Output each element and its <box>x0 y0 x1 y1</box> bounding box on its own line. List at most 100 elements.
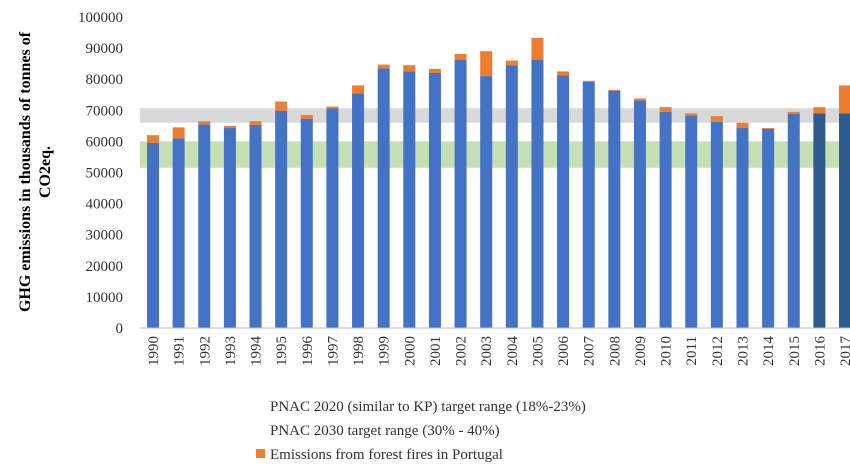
x-tick-label: 2008 <box>607 336 623 366</box>
bar-segment <box>557 75 570 328</box>
x-tick-label: 2000 <box>402 336 418 366</box>
bar-segment <box>352 85 365 94</box>
bar-segment <box>428 72 441 328</box>
y-tick-label: 10000 <box>86 290 124 306</box>
y-tick-label: 100000 <box>78 10 123 26</box>
y-tick-label: 70000 <box>86 103 124 119</box>
bar-segment <box>223 128 236 328</box>
bar-segment <box>454 54 467 60</box>
y-tick-label: 60000 <box>86 134 124 150</box>
bar-segment <box>787 111 800 115</box>
y-tick-label: 50000 <box>86 166 124 182</box>
x-tick-label: 2005 <box>530 336 546 366</box>
bar-segment <box>300 114 313 119</box>
bar-segment <box>454 59 467 329</box>
bar-segment <box>839 113 850 328</box>
bar-segment <box>762 128 775 328</box>
bar-segment <box>505 60 518 66</box>
legend-label: PNAC 2030 target range (30% - 40%) <box>270 423 500 439</box>
bar-segment <box>249 121 262 125</box>
y-axis-label: CO2eq. <box>37 146 54 198</box>
x-tick-label: 1996 <box>300 336 316 367</box>
x-tick-label: 2014 <box>761 336 777 367</box>
bar-segment <box>531 59 544 329</box>
bar-segment <box>505 65 518 328</box>
bar-segment <box>249 124 262 329</box>
x-tick-label: 1997 <box>325 336 341 367</box>
bar-segment <box>147 135 159 143</box>
x-tick-label: 2011 <box>684 336 700 365</box>
x-tick-label: 1994 <box>249 336 265 367</box>
bar-segment <box>813 107 826 114</box>
bar-segment <box>736 122 749 129</box>
y-tick-label: 0 <box>116 321 124 337</box>
bar-segment <box>172 138 185 328</box>
bar-segment <box>787 114 800 328</box>
bar-segment <box>377 68 390 328</box>
bar-segment <box>813 113 826 328</box>
bar-segment <box>736 128 749 328</box>
bar-segment <box>762 128 775 129</box>
x-tick-label: 2006 <box>556 336 572 367</box>
bar-segment <box>582 81 595 328</box>
bar-segment <box>659 107 672 112</box>
bar-segment <box>300 118 313 329</box>
legend-label: PNAC 2020 (similar to KP) target range (… <box>270 399 586 415</box>
x-tick-label: 1993 <box>223 336 239 366</box>
bar-segment <box>839 85 850 114</box>
x-tick-label: 2002 <box>454 336 470 366</box>
y-tick-label: 90000 <box>86 41 124 57</box>
x-tick-label: 2015 <box>787 336 803 366</box>
x-tick-label: 2012 <box>710 336 726 366</box>
bar-segment <box>147 142 159 328</box>
bar-segment <box>172 127 185 139</box>
legend-swatch <box>256 449 265 458</box>
bar-segment <box>326 108 339 329</box>
bar-segment <box>608 89 621 91</box>
bar-segment <box>223 125 236 129</box>
bar-segment <box>608 90 621 328</box>
x-tick-label: 2007 <box>582 336 598 367</box>
bar-segment <box>377 64 390 69</box>
y-tick-label: 40000 <box>86 197 124 213</box>
y-tick-label: 20000 <box>86 259 124 275</box>
bar-segment <box>403 65 416 72</box>
bar-segment <box>633 98 646 101</box>
bar-segment <box>710 116 723 122</box>
x-tick-label: 1998 <box>351 336 367 366</box>
bar-segment <box>352 93 365 328</box>
x-tick-label: 1991 <box>172 336 188 366</box>
x-tick-label: 2001 <box>428 336 444 366</box>
target-band <box>140 108 850 123</box>
bar-segment <box>659 111 672 328</box>
x-tick-label: 1992 <box>197 336 213 366</box>
bar-segment <box>198 124 211 328</box>
bar-segment <box>275 101 288 111</box>
bar-segment <box>275 110 288 328</box>
x-tick-label: 2013 <box>735 336 751 366</box>
y-tick-label: 30000 <box>86 228 124 244</box>
bar-segment <box>557 71 570 76</box>
bar-segment <box>685 115 698 328</box>
bar-segment <box>710 121 723 328</box>
bar-segment <box>480 51 493 77</box>
x-tick-label: 1990 <box>146 336 162 366</box>
y-tick-label: 80000 <box>86 72 124 88</box>
bar-segment <box>326 106 339 109</box>
x-tick-label: 1995 <box>274 336 290 366</box>
x-tick-label: 2010 <box>659 336 675 366</box>
bar-segment <box>633 100 646 329</box>
x-tick-label: 2009 <box>633 336 649 366</box>
bar-segment <box>480 76 493 328</box>
y-axis-label: GHG emissions in thousands of tonnes of <box>17 31 34 312</box>
bar-segment <box>582 80 595 82</box>
x-tick-label: 2017 <box>838 336 850 367</box>
x-tick-label: 1999 <box>377 336 393 366</box>
legend-label: Emissions from forest fires in Portugal <box>270 447 503 463</box>
x-tick-label: 2016 <box>812 336 828 367</box>
x-tick-label: 2003 <box>479 336 495 366</box>
bar-segment <box>428 68 441 73</box>
bar-segment <box>403 71 416 329</box>
bar-segment <box>531 37 544 60</box>
